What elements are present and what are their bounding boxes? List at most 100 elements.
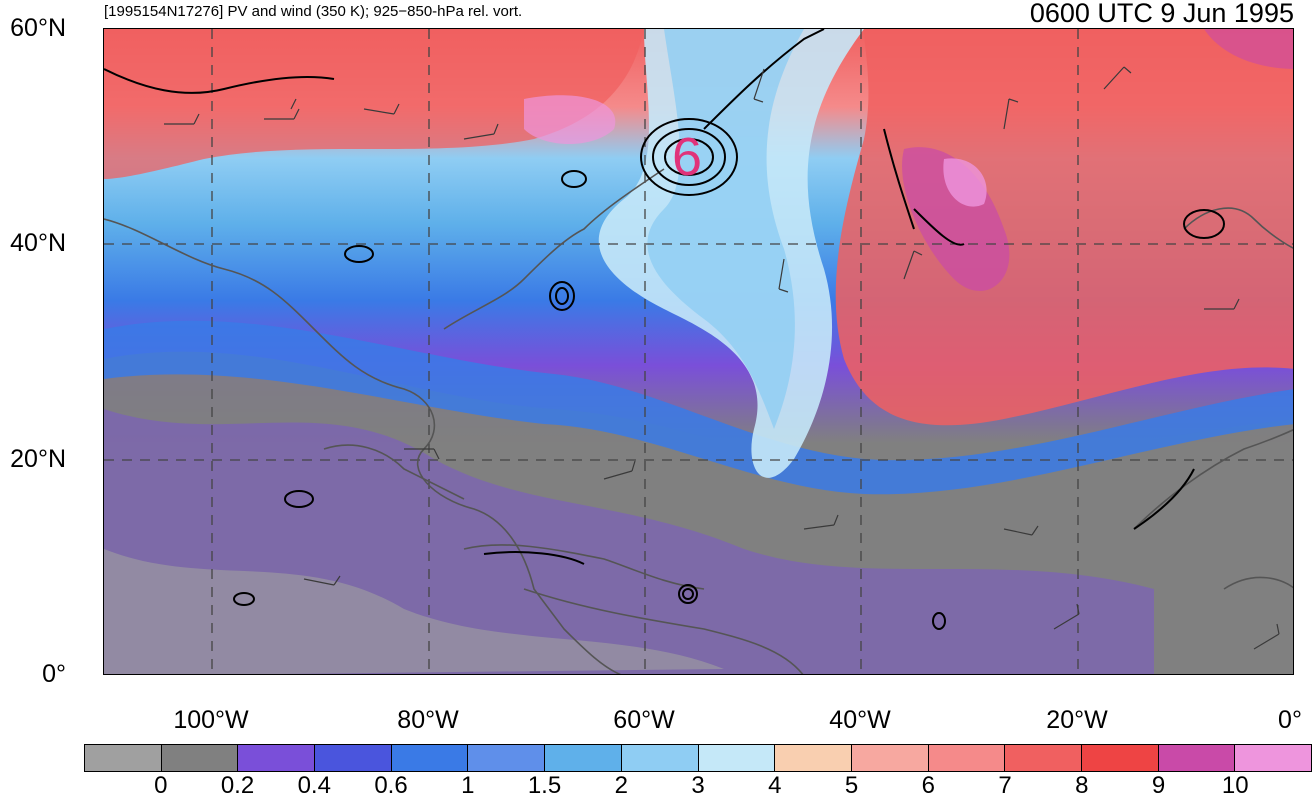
contour-africa-1 [1133,468,1195,530]
map-panel: 6 [103,28,1294,675]
wind-barb [1103,66,1132,90]
pv-max-east-core [943,158,987,207]
colorbar-label: 2 [614,772,628,799]
contour-storm-outer [640,118,738,196]
colorbar-cell [85,745,162,771]
contour-europe [1183,209,1225,239]
lat-label-20n: 20°N [10,445,66,473]
lon-label-40w: 40°W [829,706,891,734]
lon-label-20w: 20°W [1046,706,1108,734]
contour-maine [561,170,587,188]
colorbar-label: 0.4 [297,772,331,799]
contour-pacific-small [233,592,255,606]
colorbar-label: 0.6 [374,772,408,799]
low-pv-tropics [104,351,1293,674]
colorbar-cell [698,745,776,771]
lon-label-0: 0° [1278,706,1302,734]
colorbar-label: 5 [844,772,859,799]
lon-label-80w: 80°W [397,706,459,734]
colorbar-cell [315,745,392,771]
colorbar-label: 1.5 [527,772,562,799]
contour-offshore-low-inner [555,287,569,305]
coast-east-us [443,168,665,330]
wind-barb [303,575,341,586]
lon-label-100w: 100°W [173,706,249,734]
high-pv-east [835,29,1293,426]
wind-barb [463,123,499,140]
graticule [104,29,1293,674]
colorbar-cell [1081,745,1159,771]
contour-storm-trail [703,29,825,130]
coast-north-america [104,218,622,674]
colorbar-cell [545,745,622,771]
contour-east-2 [913,208,965,246]
contour-mexico [284,490,314,508]
wind-barb [363,103,400,115]
colorbar-cell [928,745,1006,771]
colorbar-label: 7 [998,772,1012,799]
plot-subtitle: [1995154N17276] PV and wind (350 K); 925… [104,3,523,20]
wind-barb [164,113,200,125]
pv-colorbar [84,744,1312,772]
colorbar-label: 8 [1075,772,1089,799]
very-low-pv-patch [104,549,724,674]
coast-africa [1133,429,1293,530]
colorbar-cell [851,745,929,771]
colorbar-label: 0 [154,772,168,799]
wind-barb [264,98,300,120]
wind-barb [778,258,789,293]
pv-wind-map: 6 [104,29,1293,674]
colorbar-cell [1235,745,1311,771]
contour-offshore-low [549,281,575,311]
coast-caribbean [463,544,705,590]
wind-barb [1053,603,1080,630]
colorbar-label: 3 [691,772,705,799]
coast-gulf-guinea [1223,576,1293,590]
colorbar-label: 6 [921,772,935,799]
contour-canada [104,68,335,94]
colorbar-cell [468,745,546,771]
contour-storm-inner [664,138,714,176]
colorbar-cell [1158,745,1236,771]
plot-timestamp: 0600 UTC 9 Jun 1995 [1029,0,1294,28]
wind-barb [1003,98,1019,130]
contour-east-1 [883,128,915,230]
subtropical-blue-band [104,320,1293,495]
wind-barb [903,250,923,280]
lat-label-40n: 40°N [10,229,66,257]
vorticity-contours [104,29,1225,630]
high-pv-north-west [104,29,644,179]
storm-symbol: 6 [672,127,702,187]
wind-barb [803,514,839,530]
contour-caribbean-2-inner [682,588,694,600]
lat-label-60n: 60°N [10,14,66,42]
contour-caribbean-2 [678,584,698,604]
lat-label-0: 0° [42,660,66,688]
colorbar-label: 0.2 [220,772,255,799]
contour-atlantic-small [932,612,946,630]
colorbar-label: 4 [768,772,782,799]
coastlines [104,168,1293,674]
contour-caribbean-1 [483,551,585,565]
colorbar-cell [621,745,699,771]
colorbar-label: 10 [1221,772,1249,799]
pv-max-north [524,95,616,144]
contour-us-1 [344,245,374,263]
wind-barb [1003,525,1039,536]
wind-barb [753,68,765,103]
wind-barb [1204,298,1240,310]
colorbar-cell [775,745,852,771]
colorbar-cell [391,745,469,771]
contour-storm-mid [652,128,726,186]
wind-barb [603,460,636,480]
lon-label-60w: 60°W [613,706,675,734]
wind-barb [1253,623,1280,650]
coast-gulf [323,444,465,500]
colorbar-cell [1005,745,1082,771]
pv-max-ne [1204,29,1293,69]
wind-barbs [164,66,1280,650]
colorbar-label: 1 [461,772,475,799]
pv-max-east [902,147,1010,291]
wind-barb [404,448,440,460]
colorbar-cell [238,745,316,771]
